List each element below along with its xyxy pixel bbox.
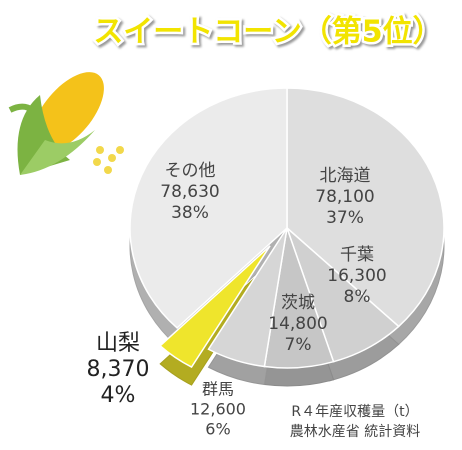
- category-label: 茨城: [281, 293, 315, 313]
- value-label: 78,100: [315, 187, 374, 207]
- category-label: 千葉: [340, 245, 374, 265]
- percent-label: 7%: [285, 335, 312, 355]
- slice: [207, 227, 288, 368]
- slice: [159, 245, 271, 369]
- note: R４年産収穫量（t）: [291, 404, 418, 420]
- category-label: 北海道: [320, 166, 371, 186]
- percent-label: 38%: [171, 203, 209, 223]
- chart-title: スイートコーン（第5位）: [93, 15, 442, 50]
- percent-label: 37%: [326, 208, 364, 228]
- corn-icon: [8, 72, 124, 175]
- percent-label: 6%: [205, 420, 230, 439]
- note: 農林水産省 統計資料: [290, 424, 420, 440]
- category-label: 群馬: [202, 380, 234, 399]
- slice: [129, 87, 288, 329]
- percent-label: 4%: [101, 383, 136, 408]
- percent-label: 8%: [344, 287, 371, 307]
- value-label: 12,600: [190, 400, 246, 419]
- value-label: 8,370: [87, 357, 150, 382]
- value-label: 78,630: [160, 182, 219, 202]
- value-label: 14,800: [268, 314, 327, 334]
- category-label: その他: [165, 161, 216, 181]
- category-label: 山梨: [96, 331, 140, 356]
- slice: [286, 87, 445, 328]
- value-label: 16,300: [327, 266, 386, 286]
